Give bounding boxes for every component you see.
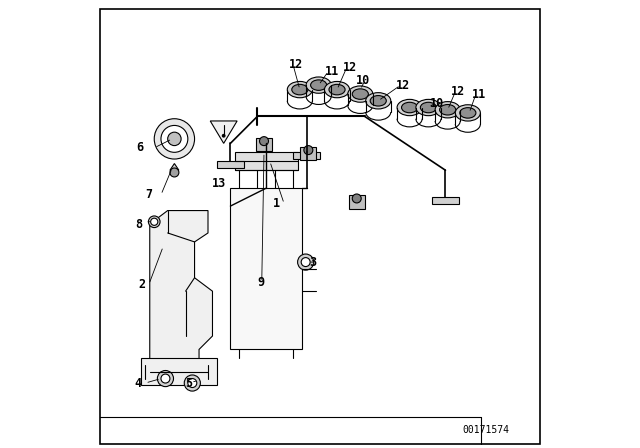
Ellipse shape [292,84,308,95]
Polygon shape [217,161,244,168]
Text: 2: 2 [139,278,146,291]
Text: 5: 5 [186,376,193,390]
Text: 3: 3 [309,255,316,269]
Ellipse shape [324,82,349,98]
Circle shape [170,168,179,177]
Text: 9: 9 [257,276,264,289]
Text: 12: 12 [342,60,356,74]
Polygon shape [293,152,320,159]
Ellipse shape [348,86,373,102]
Ellipse shape [306,77,332,93]
Text: 10: 10 [430,96,444,110]
Ellipse shape [420,102,436,113]
Circle shape [157,370,173,387]
Circle shape [188,379,197,388]
Text: 6: 6 [136,141,143,155]
Circle shape [161,125,188,152]
Bar [235,152,298,170]
Text: 10: 10 [356,74,370,87]
Circle shape [222,134,225,137]
Ellipse shape [397,99,422,116]
Circle shape [168,132,181,146]
Bar [300,147,316,160]
Ellipse shape [401,102,418,113]
Text: 4: 4 [134,376,141,390]
Circle shape [150,218,158,225]
Bar [256,138,272,151]
Polygon shape [230,188,302,349]
Polygon shape [141,358,217,385]
Text: 11: 11 [324,65,339,78]
Polygon shape [150,211,212,367]
Bar [349,195,365,209]
Circle shape [301,258,310,267]
Ellipse shape [416,99,441,116]
Circle shape [148,216,160,228]
Circle shape [184,375,200,391]
Polygon shape [210,121,237,143]
Text: 00171574: 00171574 [462,425,509,435]
Ellipse shape [352,89,369,99]
Ellipse shape [440,104,456,115]
Ellipse shape [310,80,327,90]
Text: 7: 7 [145,188,152,202]
Polygon shape [432,197,459,204]
Circle shape [304,146,313,155]
Circle shape [154,119,195,159]
Text: 13: 13 [212,177,226,190]
Ellipse shape [460,108,476,118]
Ellipse shape [455,105,481,121]
Text: 8: 8 [136,217,143,231]
Text: 12: 12 [451,85,465,99]
Circle shape [298,254,314,270]
Text: 12: 12 [289,58,303,72]
Ellipse shape [287,82,312,98]
Ellipse shape [370,95,387,106]
Ellipse shape [329,84,345,95]
Ellipse shape [435,102,460,118]
Text: 1: 1 [273,197,280,211]
Text: 12: 12 [396,78,410,92]
Text: 11: 11 [472,87,486,101]
Ellipse shape [365,93,391,109]
Circle shape [161,374,170,383]
Circle shape [260,137,269,146]
Polygon shape [170,164,179,170]
Circle shape [352,194,361,203]
